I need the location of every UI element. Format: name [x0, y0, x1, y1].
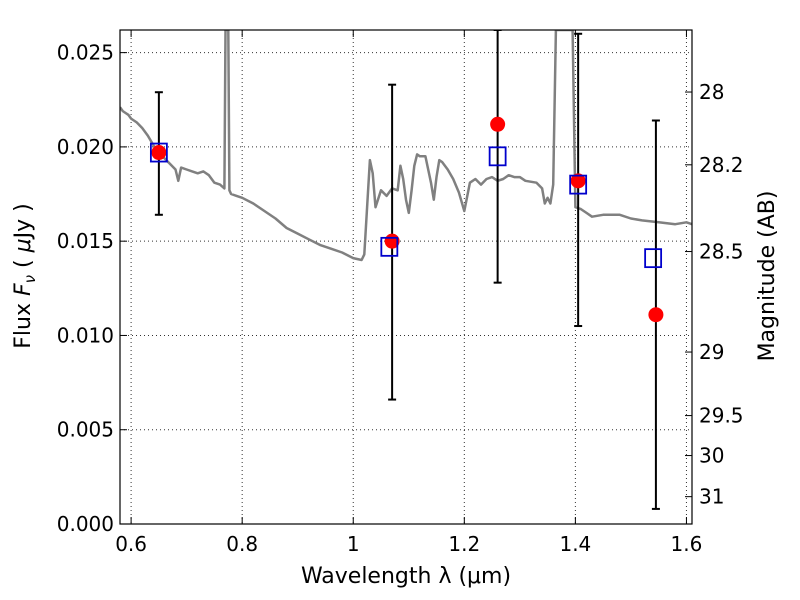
observed-point — [490, 116, 506, 132]
y-tick-label: 0.005 — [57, 418, 114, 442]
plot-frame — [119, 29, 693, 525]
y-axis-label-group: Flux Fν ( μJy ) — [11, 203, 39, 348]
model-point — [488, 146, 507, 167]
observed-point — [648, 307, 664, 323]
observed-point — [151, 145, 167, 161]
model-point — [149, 142, 168, 163]
y-tick-label: 0.015 — [57, 229, 114, 253]
x-tick-label: 1.2 — [448, 532, 480, 556]
x-tick-label: 0.8 — [226, 532, 258, 556]
model-point — [569, 174, 588, 195]
y2-tick-label: 30 — [699, 444, 724, 468]
y2-tick-label: 28.5 — [699, 240, 744, 264]
x-tick-label: 1.6 — [671, 532, 703, 556]
y-axis-label: Flux Fν ( μJy ) — [11, 203, 39, 348]
y-tick-label: 0.020 — [57, 135, 114, 159]
x-tick-label: 0.6 — [115, 532, 147, 556]
y-tick-label: 0.000 — [57, 512, 114, 536]
y-tick-label: 0.010 — [57, 323, 114, 347]
model-point — [644, 248, 663, 269]
x-axis-label: Wavelength λ (μm) — [301, 564, 511, 589]
y-tick-label: 0.025 — [57, 41, 114, 65]
y2-tick-label: 29 — [699, 340, 724, 364]
y2-tick-label: 29.5 — [699, 404, 744, 428]
model-point — [380, 236, 399, 257]
spectrum-line — [120, 30, 692, 262]
y2-tick-label: 31 — [699, 485, 724, 509]
y2-tick-label: 28 — [699, 80, 724, 104]
ticks-layer: 0.6 0.8 1 1.2 1.4 1.6 0.000 0.005 0.010 0.015 0.02… — [57, 30, 744, 556]
y2-tick-label: 28.2 — [699, 153, 744, 177]
x-tick-label: 1.4 — [559, 532, 591, 556]
observed-point — [570, 173, 586, 189]
y2-axis-label-group: Magnitude (AB) — [755, 191, 780, 362]
x-tick-label: 1 — [347, 532, 360, 556]
plot-area — [120, 30, 692, 510]
y2-axis-label: Magnitude (AB) — [755, 191, 780, 362]
